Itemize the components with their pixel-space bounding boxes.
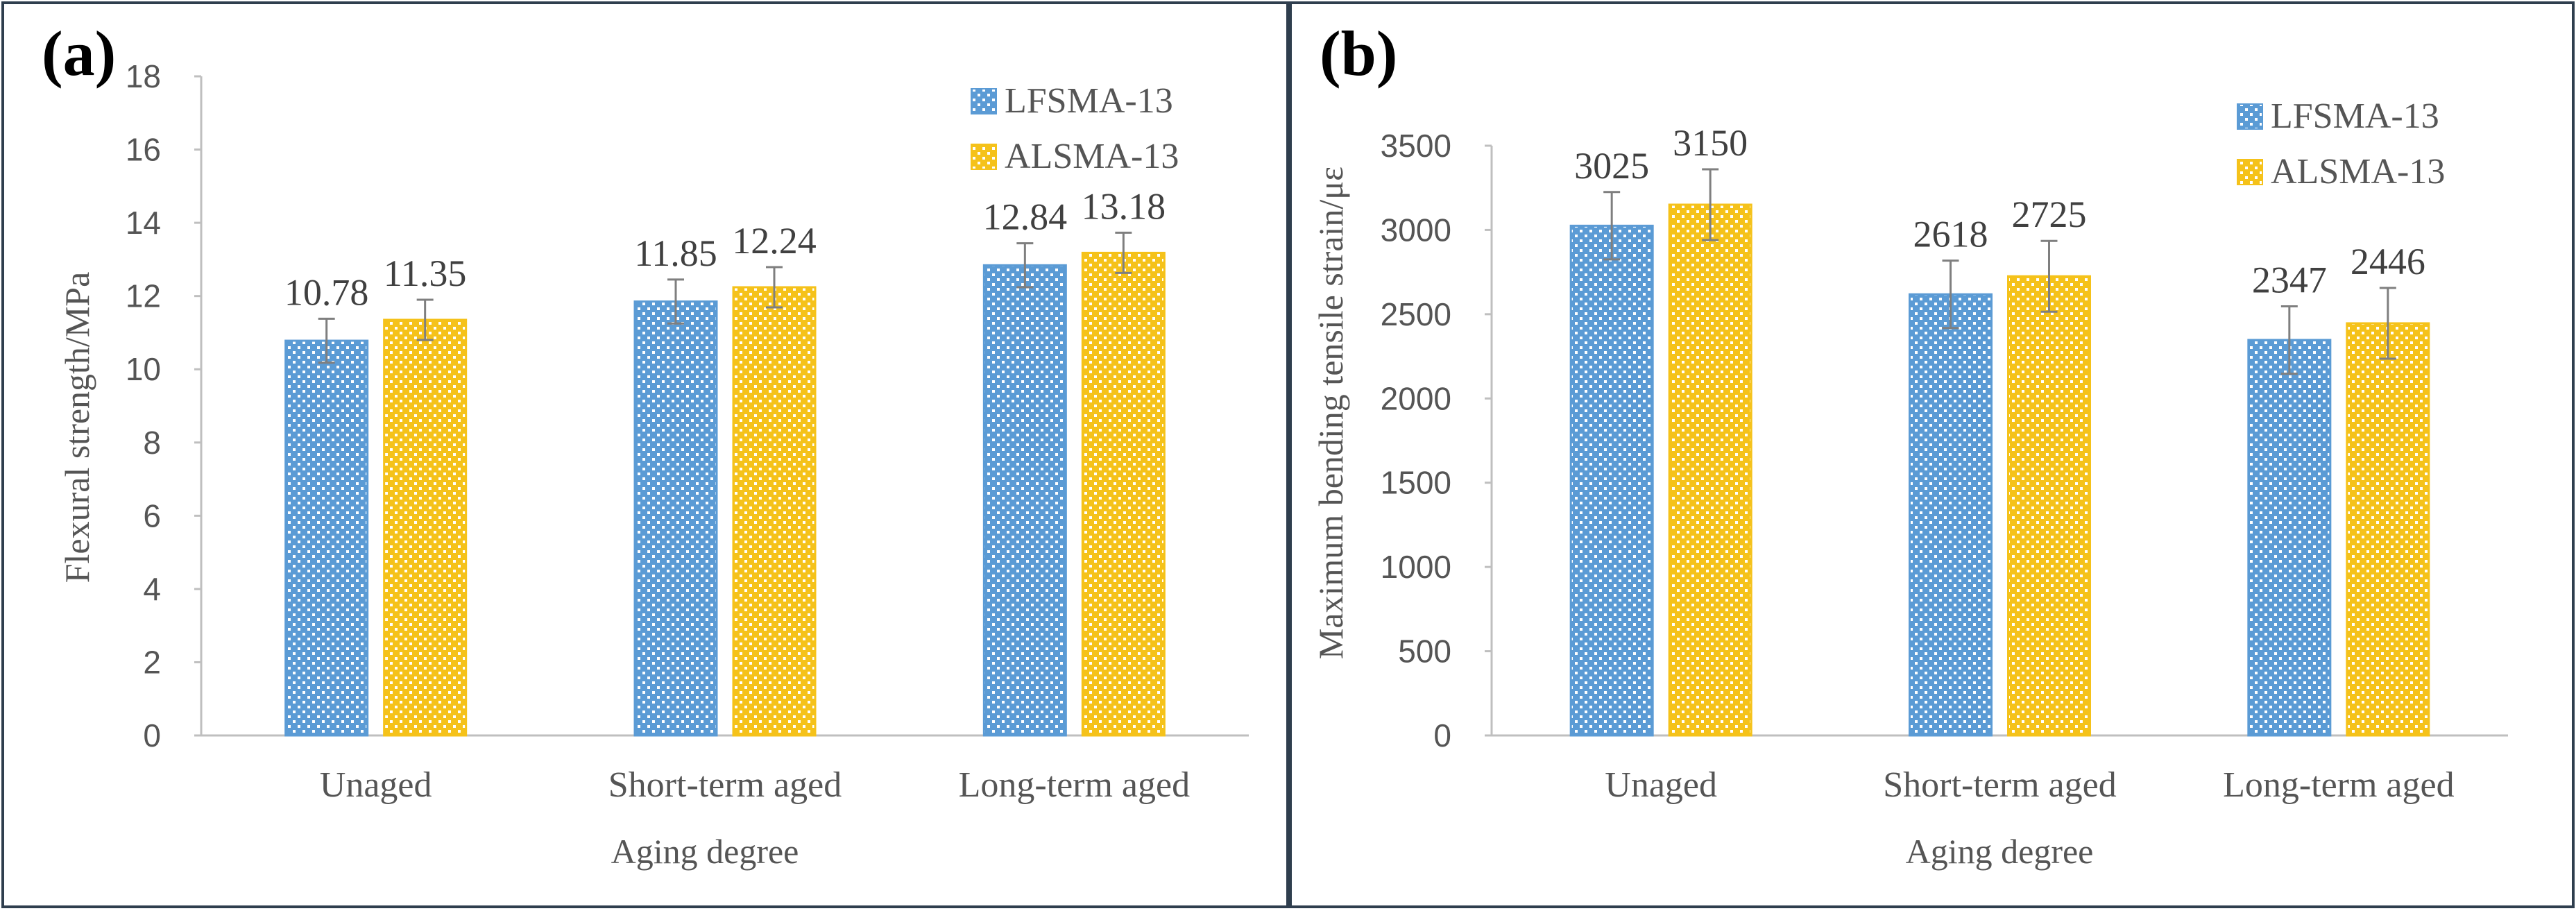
y-tick-label: 1500 <box>1381 465 1451 501</box>
data-label: 13.18 <box>1082 185 1166 227</box>
y-axis-title: Maximum bending tensile strain/με <box>1311 167 1350 659</box>
bar-lfsma-13 <box>284 339 369 737</box>
y-tick-label: 2 <box>143 644 161 680</box>
chart-panel-a: (a) 0 2 4 6 8 10 12 14 16 18 Unaged Short-term age… <box>1 1 1289 908</box>
y-tick-label: 14 <box>126 205 161 241</box>
y-tick-label: 0 <box>1433 717 1451 754</box>
data-label: 12.24 <box>732 220 817 262</box>
y-axis: 0 500 1000 1500 2000 2500 3000 3500 <box>1381 128 1493 754</box>
data-label: 2446 <box>2351 241 2425 282</box>
legend-label: ALSMA-13 <box>2271 152 2445 191</box>
bar-alsma-13 <box>1081 251 1166 737</box>
y-tick-label: 2500 <box>1381 296 1451 332</box>
bar-lfsma-13 <box>982 264 1067 737</box>
y-tick-label: 2000 <box>1381 380 1451 416</box>
data-label: 2347 <box>2252 259 2327 300</box>
legend: LFSMA-13 ALSMA-13 <box>971 81 1179 176</box>
chart-panel-b: (b) 0 500 1000 1500 2000 2500 3000 3500 Unaged S… <box>1289 1 2575 908</box>
y-tick-label: 3000 <box>1381 212 1451 248</box>
bar-alsma-13 <box>383 318 468 737</box>
data-label: 2725 <box>2012 194 2087 235</box>
y-axis-title: Flexural strength/MPa <box>58 272 96 584</box>
y-tick-label: 18 <box>126 58 161 94</box>
data-label: 3150 <box>1673 122 1748 164</box>
x-tick-label: Short-term aged <box>608 765 842 805</box>
y-tick-label: 6 <box>143 497 161 534</box>
data-label: 11.85 <box>634 232 717 274</box>
y-tick-label: 10 <box>126 351 161 387</box>
y-tick-label: 3500 <box>1381 128 1451 164</box>
panel-label: (a) <box>42 18 116 89</box>
data-label: 10.78 <box>284 271 369 313</box>
y-tick-label: 4 <box>143 571 161 607</box>
bar-alsma-13 <box>732 286 817 737</box>
x-tick-label: Long-term aged <box>2223 765 2455 805</box>
bar-lfsma-13 <box>1909 293 1993 737</box>
legend-label: ALSMA-13 <box>1005 137 1179 176</box>
legend-swatch <box>971 144 997 170</box>
bar-lfsma-13 <box>1569 224 1654 737</box>
legend-swatch <box>2237 159 2263 185</box>
x-tick-label: Long-term aged <box>959 765 1191 805</box>
plot-area: 3025 2618 2347 3150 2725 2446 <box>1569 122 2430 737</box>
data-label: 2618 <box>1913 214 1988 255</box>
bar-alsma-13 <box>2346 322 2430 737</box>
legend-swatch <box>971 88 997 114</box>
data-label: 11.35 <box>384 253 467 294</box>
y-tick-label: 8 <box>143 425 161 461</box>
y-tick-label: 500 <box>1398 633 1451 670</box>
panel-label: (b) <box>1320 18 1397 89</box>
x-tick-label: Unaged <box>320 765 432 805</box>
x-axis-title: Aging degree <box>611 832 799 871</box>
legend-label: LFSMA-13 <box>2271 96 2439 136</box>
x-tick-label: Short-term aged <box>1883 765 2116 805</box>
y-axis: 0 2 4 6 8 10 12 14 16 18 <box>126 58 203 754</box>
data-label: 12.84 <box>983 196 1068 238</box>
x-axis-title: Aging degree <box>1906 832 2094 871</box>
data-label: 3025 <box>1574 145 1649 187</box>
y-tick-label: 12 <box>126 278 161 314</box>
legend-label: LFSMA-13 <box>1005 81 1173 121</box>
x-axis: Unaged Short-term aged Long-term aged <box>201 734 1249 805</box>
y-tick-label: 16 <box>126 132 161 168</box>
bar-alsma-13 <box>1668 203 1752 737</box>
y-tick-label: 1000 <box>1381 549 1451 585</box>
plot-area: 10.78 11.85 12.84 11.35 12.24 13.18 <box>284 185 1166 737</box>
bar-lfsma-13 <box>2247 339 2332 737</box>
legend-swatch <box>2237 103 2263 130</box>
x-tick-label: Unaged <box>1605 765 1717 805</box>
bar-lfsma-13 <box>633 300 718 737</box>
bar-alsma-13 <box>2007 275 2091 737</box>
x-axis: Unaged Short-term aged Long-term aged <box>1492 734 2508 805</box>
legend: LFSMA-13 ALSMA-13 <box>2237 96 2445 191</box>
y-tick-label: 0 <box>143 717 161 754</box>
